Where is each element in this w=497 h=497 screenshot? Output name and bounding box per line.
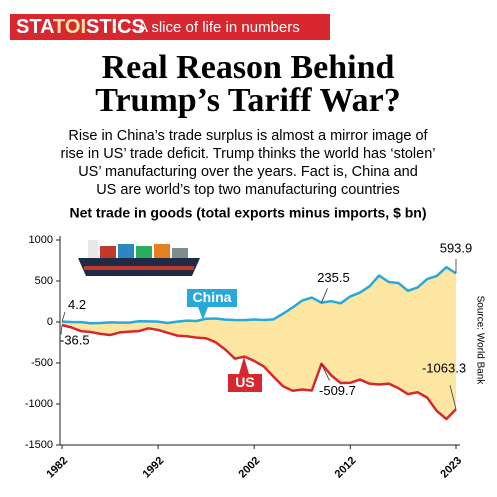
subtitle-line: US are world’s top two manufacturing cou… [96, 182, 400, 198]
tagline: A slice of life in numbers [138, 19, 300, 36]
plot: 1000 500 0 -500 -1000 -1500 1982 1992 2002 2012 20… [25, 234, 472, 481]
brand-part: TOI [53, 16, 86, 38]
source: Source: World Bank [474, 296, 485, 386]
series-line [61, 323, 457, 421]
brand: STATOISTICS [16, 16, 145, 38]
legend-label: US [235, 374, 254, 390]
x-tick-label: 1992 [140, 455, 166, 481]
y-tick-label: 1000 [29, 234, 53, 246]
data-label: -36.5 [60, 332, 90, 347]
brand-part: STICS [86, 16, 145, 38]
y-tick-label: -500 [31, 357, 53, 369]
data-label: -509.7 [319, 383, 356, 398]
y-tick-label: 0 [47, 316, 53, 328]
legend-label: China [193, 289, 232, 305]
data-label: 4.2 [68, 297, 86, 312]
y-tick-label: 500 [35, 275, 53, 287]
subtitle-line: US’ manufacturing over the years. Fact i… [78, 164, 418, 180]
label-leader [60, 324, 63, 335]
brand-part: STA [16, 16, 54, 38]
header-bar [10, 14, 330, 40]
subtitle-line: Rise in China’s trade surplus is almost … [68, 128, 428, 144]
x-tick-label: 2002 [237, 455, 263, 481]
data-label: 593.9 [440, 241, 473, 256]
ship [78, 240, 200, 276]
x-tick-label: 2012 [333, 455, 359, 481]
data-label: -1063.3 [422, 361, 466, 376]
title-line: Trump’s Tariff War? [95, 82, 400, 119]
y-tick-label: -1500 [25, 439, 53, 451]
label-leader [61, 311, 66, 322]
chart-heading: Net trade in goods (total exports minus … [69, 205, 426, 221]
y-tick-label: -1000 [25, 398, 53, 410]
data-label: 235.5 [317, 270, 350, 285]
label-leader [321, 363, 330, 381]
series-line [61, 265, 457, 325]
x-tick-label: 1982 [44, 455, 70, 481]
legend-pointer [198, 307, 208, 321]
legend-box [228, 374, 262, 392]
gap-area [62, 267, 456, 420]
legend-box [187, 289, 237, 307]
label-leader [449, 385, 457, 410]
label-leader [321, 288, 328, 303]
subtitle-line: rise in US’ trade deficit. Trump thinks … [60, 146, 435, 162]
title-line: Real Reason Behind [102, 49, 395, 86]
legend-pointer [239, 356, 249, 374]
x-tick-label: 2023 [438, 455, 464, 481]
